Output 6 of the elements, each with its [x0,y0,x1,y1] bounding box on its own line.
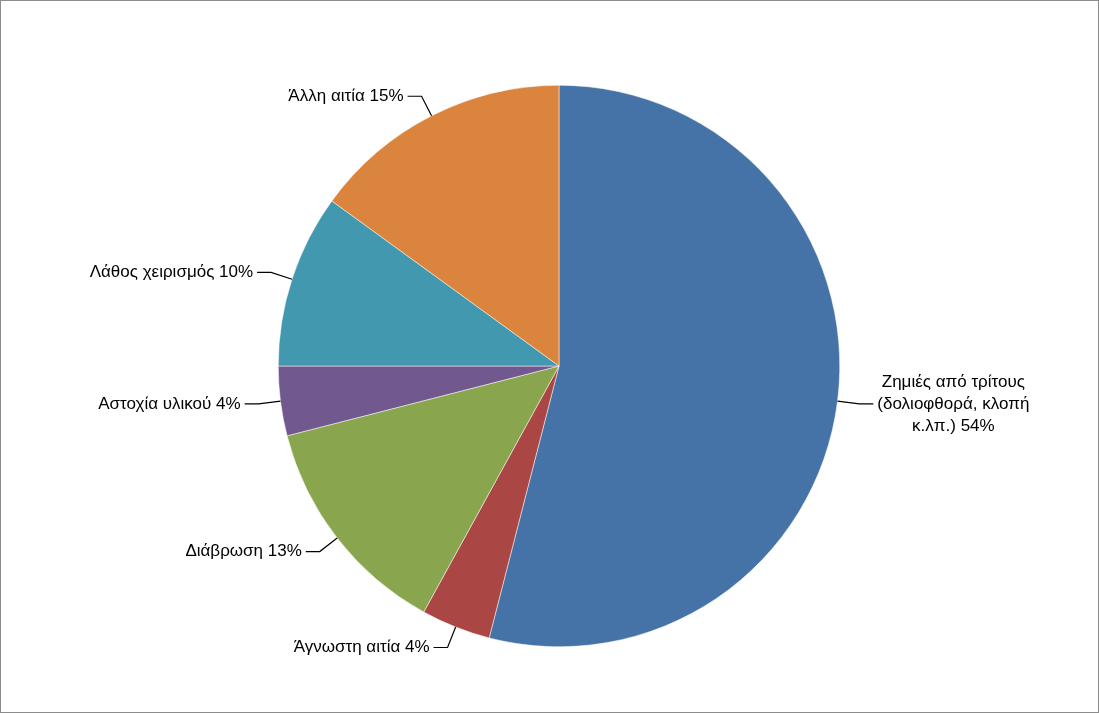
slice-label: Λάθος χειρισμός 10% [89,262,254,282]
slice-label: Διάβρωση 13% [185,541,302,561]
slice-label: Ζημιές από τρίτους (δολιοφθορά, κλοπή κ.λπ.) 54% [877,371,1030,435]
slice-label: Άγνωστη αιτία 4% [293,637,430,657]
slice-label: Αστοχία υλικού 4% [98,393,241,413]
slice-label: Άλλη αιτία 15% [288,85,404,105]
